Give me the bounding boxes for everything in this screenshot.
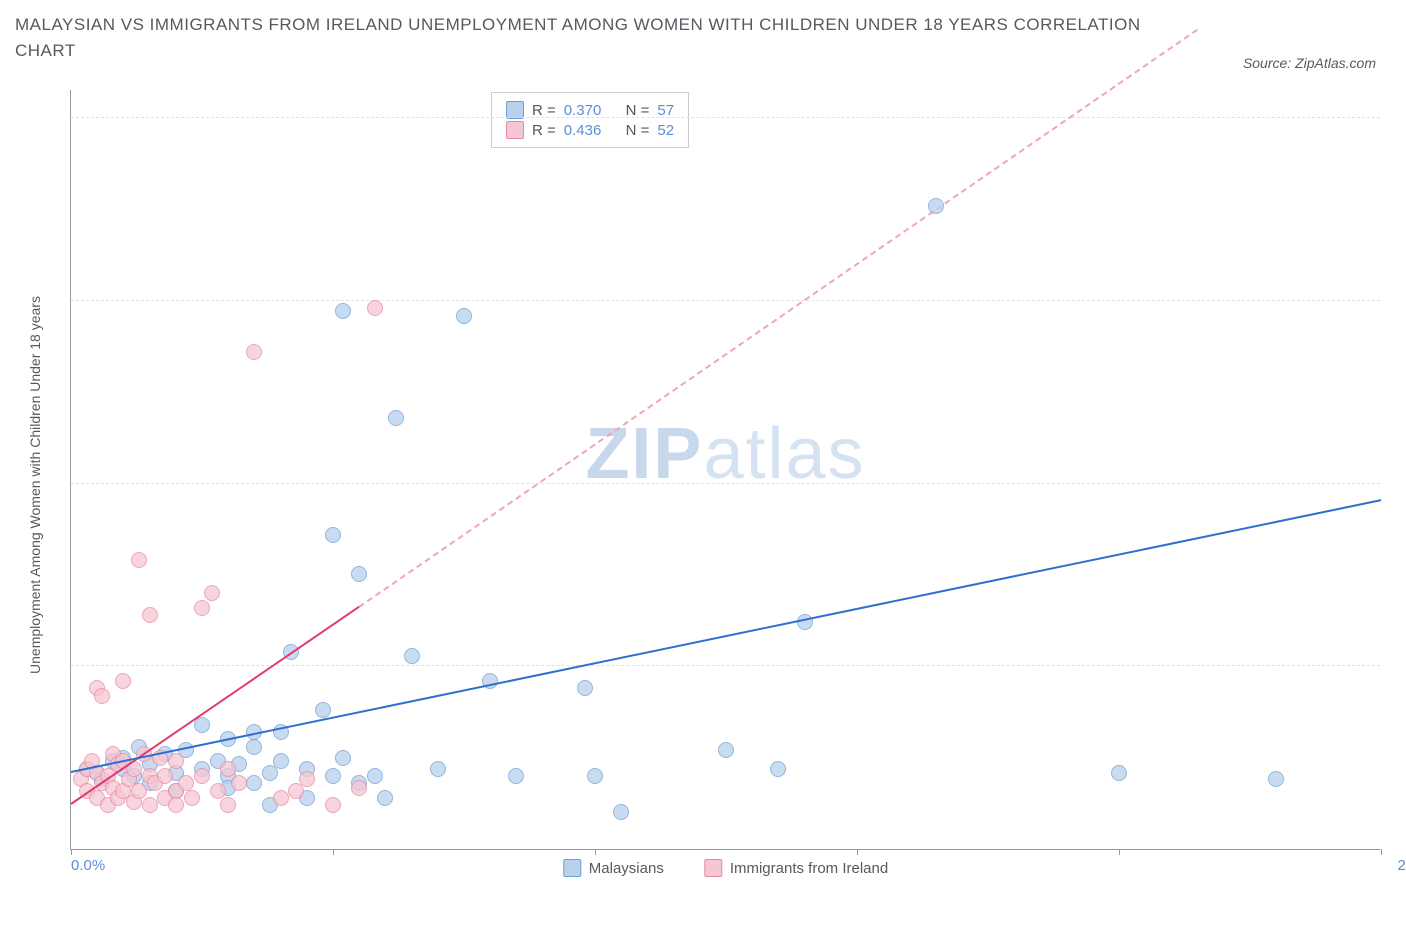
x-tick bbox=[595, 849, 596, 855]
scatter-point bbox=[246, 739, 262, 755]
scatter-point bbox=[210, 783, 226, 799]
r-label-1: R = bbox=[532, 102, 556, 119]
scatter-point bbox=[231, 775, 247, 791]
scatter-point bbox=[115, 673, 131, 689]
scatter-point bbox=[928, 198, 944, 214]
legend-swatch-ireland bbox=[704, 859, 722, 877]
scatter-point bbox=[325, 797, 341, 813]
gridline bbox=[71, 300, 1380, 301]
scatter-point bbox=[157, 768, 173, 784]
scatter-point bbox=[194, 768, 210, 784]
y-tick-label: 37.5% bbox=[1390, 275, 1406, 292]
plot-area: ZIPatlas R = 0.370 N = 57 R = 0.436 N = … bbox=[70, 90, 1380, 850]
n-value-2: 52 bbox=[657, 122, 674, 139]
scatter-point bbox=[351, 566, 367, 582]
legend-item-ireland: Immigrants from Ireland bbox=[704, 859, 888, 877]
scatter-point bbox=[335, 750, 351, 766]
y-tick-label: 12.5% bbox=[1390, 641, 1406, 658]
gridline bbox=[71, 665, 1380, 666]
swatch-ireland bbox=[506, 121, 524, 139]
scatter-point bbox=[718, 742, 734, 758]
bottom-legend: Malaysians Immigrants from Ireland bbox=[563, 859, 888, 877]
scatter-point bbox=[299, 771, 315, 787]
stats-row-2: R = 0.436 N = 52 bbox=[506, 121, 674, 139]
n-label-2: N = bbox=[626, 122, 650, 139]
scatter-point bbox=[577, 680, 593, 696]
scatter-point bbox=[220, 797, 236, 813]
scatter-point bbox=[456, 308, 472, 324]
x-tick bbox=[1119, 849, 1120, 855]
x-tick bbox=[857, 849, 858, 855]
scatter-point bbox=[1111, 765, 1127, 781]
scatter-point bbox=[168, 797, 184, 813]
scatter-point bbox=[351, 780, 367, 796]
gridline bbox=[71, 483, 1380, 484]
scatter-point bbox=[508, 768, 524, 784]
scatter-point bbox=[325, 768, 341, 784]
scatter-point bbox=[770, 761, 786, 777]
gridline bbox=[71, 117, 1380, 118]
scatter-point bbox=[94, 688, 110, 704]
x-tick bbox=[71, 849, 72, 855]
chart-title: MALAYSIAN VS IMMIGRANTS FROM IRELAND UNE… bbox=[15, 12, 1206, 63]
chart-container: Unemployment Among Women with Children U… bbox=[50, 90, 1390, 880]
scatter-point bbox=[273, 753, 289, 769]
r-value-2: 0.436 bbox=[564, 122, 602, 139]
scatter-point bbox=[315, 702, 331, 718]
stats-legend-box: R = 0.370 N = 57 R = 0.436 N = 52 bbox=[491, 92, 689, 148]
scatter-point bbox=[325, 527, 341, 543]
scatter-point bbox=[142, 607, 158, 623]
scatter-point bbox=[587, 768, 603, 784]
scatter-point bbox=[246, 344, 262, 360]
scatter-point bbox=[142, 797, 158, 813]
x-axis-max-label: 25.0% bbox=[1380, 857, 1406, 874]
scatter-point bbox=[430, 761, 446, 777]
x-tick bbox=[333, 849, 334, 855]
scatter-point bbox=[1268, 771, 1284, 787]
x-tick bbox=[1381, 849, 1382, 855]
r-label-2: R = bbox=[532, 122, 556, 139]
legend-label-malaysians: Malaysians bbox=[589, 860, 664, 877]
legend-item-malaysians: Malaysians bbox=[563, 859, 664, 877]
trend-line bbox=[71, 499, 1381, 773]
scatter-point bbox=[184, 790, 200, 806]
trend-line bbox=[359, 29, 1199, 608]
n-value-1: 57 bbox=[657, 102, 674, 119]
source-attribution: Source: ZipAtlas.com bbox=[1243, 55, 1376, 71]
scatter-point bbox=[335, 303, 351, 319]
scatter-point bbox=[367, 300, 383, 316]
scatter-point bbox=[367, 768, 383, 784]
scatter-point bbox=[220, 761, 236, 777]
scatter-point bbox=[404, 648, 420, 664]
scatter-point bbox=[377, 790, 393, 806]
scatter-point bbox=[246, 775, 262, 791]
y-tick-label: 25.0% bbox=[1390, 458, 1406, 475]
scatter-point bbox=[131, 783, 147, 799]
scatter-point bbox=[204, 585, 220, 601]
scatter-point bbox=[388, 410, 404, 426]
scatter-point bbox=[168, 753, 184, 769]
r-value-1: 0.370 bbox=[564, 102, 602, 119]
legend-swatch-malaysians bbox=[563, 859, 581, 877]
legend-label-ireland: Immigrants from Ireland bbox=[730, 860, 888, 877]
scatter-point bbox=[178, 775, 194, 791]
n-label-1: N = bbox=[626, 102, 650, 119]
scatter-point bbox=[613, 804, 629, 820]
scatter-point bbox=[273, 790, 289, 806]
y-axis-label: Unemployment Among Women with Children U… bbox=[27, 296, 43, 674]
y-tick-label: 50.0% bbox=[1390, 93, 1406, 110]
x-axis-min-label: 0.0% bbox=[71, 857, 105, 874]
scatter-point bbox=[194, 600, 210, 616]
scatter-point bbox=[131, 552, 147, 568]
